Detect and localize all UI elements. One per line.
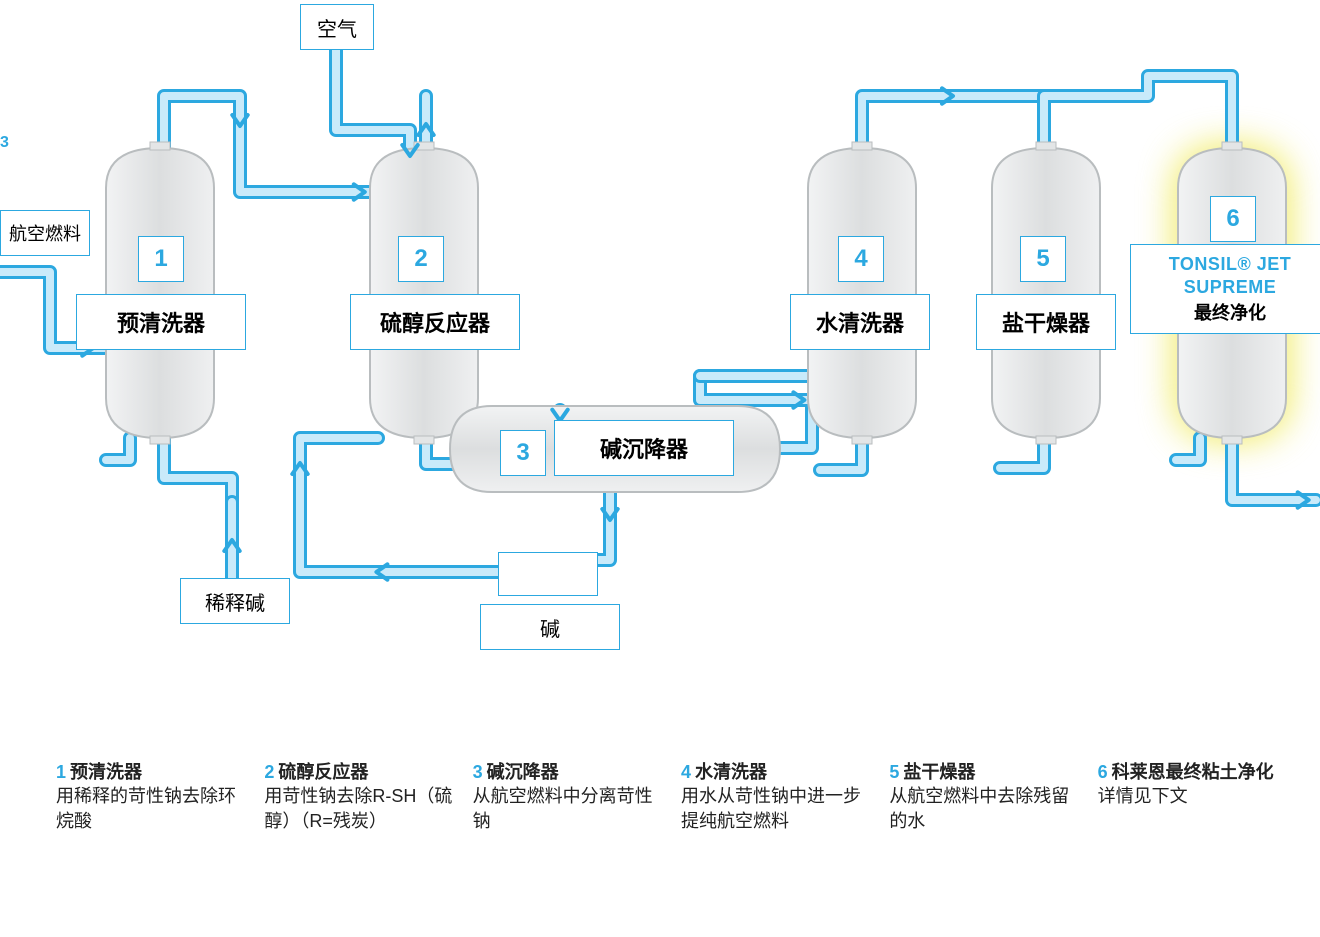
stage-name-4: 水清洗器 [790, 294, 930, 350]
stage-number-6: 6 [1210, 196, 1256, 242]
stage-name-6: TONSIL® JET SUPREME 最终净化 [1130, 244, 1320, 334]
stage-name-5: 盐干燥器 [976, 294, 1116, 350]
side-number: 3 [0, 134, 9, 152]
legend-num: 2 [264, 762, 274, 782]
label-caustic: 碱 [480, 604, 620, 650]
legend-title: 盐干燥器 [903, 762, 975, 782]
legend-item-3: 3碱沉降器从航空燃料中分离苛性钠 [473, 760, 681, 833]
legend-desc: 详情见下文 [1098, 786, 1188, 806]
pump-icon-box [498, 552, 598, 596]
legend-title: 科莱恩最终粘土净化 [1112, 762, 1274, 782]
legend-num: 6 [1098, 762, 1108, 782]
legend-num: 1 [56, 762, 66, 782]
legend-desc: 用苛性钠去除R-SH（硫醇）（R=残炭） [264, 786, 452, 830]
stage-name-2: 硫醇反应器 [350, 294, 520, 350]
legend-item-2: 2硫醇反应器用苛性钠去除R-SH（硫醇）（R=残炭） [264, 760, 472, 833]
legend-item-6: 6科莱恩最终粘土净化详情见下文 [1098, 760, 1306, 833]
legend-desc: 用稀释的苛性钠去除环烷酸 [56, 786, 236, 830]
legend-num: 3 [473, 762, 483, 782]
label-dilute-caustic-text: 稀释碱 [205, 587, 265, 616]
brand-text: TONSIL® JET SUPREME [1131, 253, 1320, 298]
legend-num: 5 [889, 762, 899, 782]
stage-name-3: 碱沉降器 [554, 420, 734, 476]
label-air: 空气 [300, 4, 374, 50]
legend-num: 4 [681, 762, 691, 782]
legend-title: 水清洗器 [695, 762, 767, 782]
legend-title: 预清洗器 [70, 762, 142, 782]
legend-desc: 从航空燃料中去除残留的水 [889, 786, 1069, 830]
stage-number-1: 1 [138, 236, 184, 282]
legend-title: 硫醇反应器 [278, 762, 368, 782]
stage-number-4: 4 [838, 236, 884, 282]
stage-number-3: 3 [500, 430, 546, 476]
legend-desc: 从航空燃料中分离苛性钠 [473, 786, 653, 830]
label-jet-fuel: 航空燃料 [0, 210, 90, 256]
legend-item-1: 1预清洗器用稀释的苛性钠去除环烷酸 [56, 760, 264, 833]
label-jet-fuel-text: 航空燃料 [9, 220, 81, 246]
legend-item-4: 4水清洗器用水从苛性钠中进一步提纯航空燃料 [681, 760, 889, 833]
label-caustic-text: 碱 [540, 613, 560, 642]
legend-item-5: 5盐干燥器从航空燃料中去除残留的水 [889, 760, 1097, 833]
legend-title: 碱沉降器 [487, 762, 559, 782]
stage-name-1: 预清洗器 [76, 294, 246, 350]
label-dilute-caustic: 稀释碱 [180, 578, 290, 624]
legend: 1预清洗器用稀释的苛性钠去除环烷酸2硫醇反应器用苛性钠去除R-SH（硫醇）（R=… [56, 760, 1306, 833]
label-air-text: 空气 [317, 13, 357, 42]
legend-desc: 用水从苛性钠中进一步提纯航空燃料 [681, 786, 861, 830]
stage-number-5: 5 [1020, 236, 1066, 282]
stage-number-2: 2 [398, 236, 444, 282]
